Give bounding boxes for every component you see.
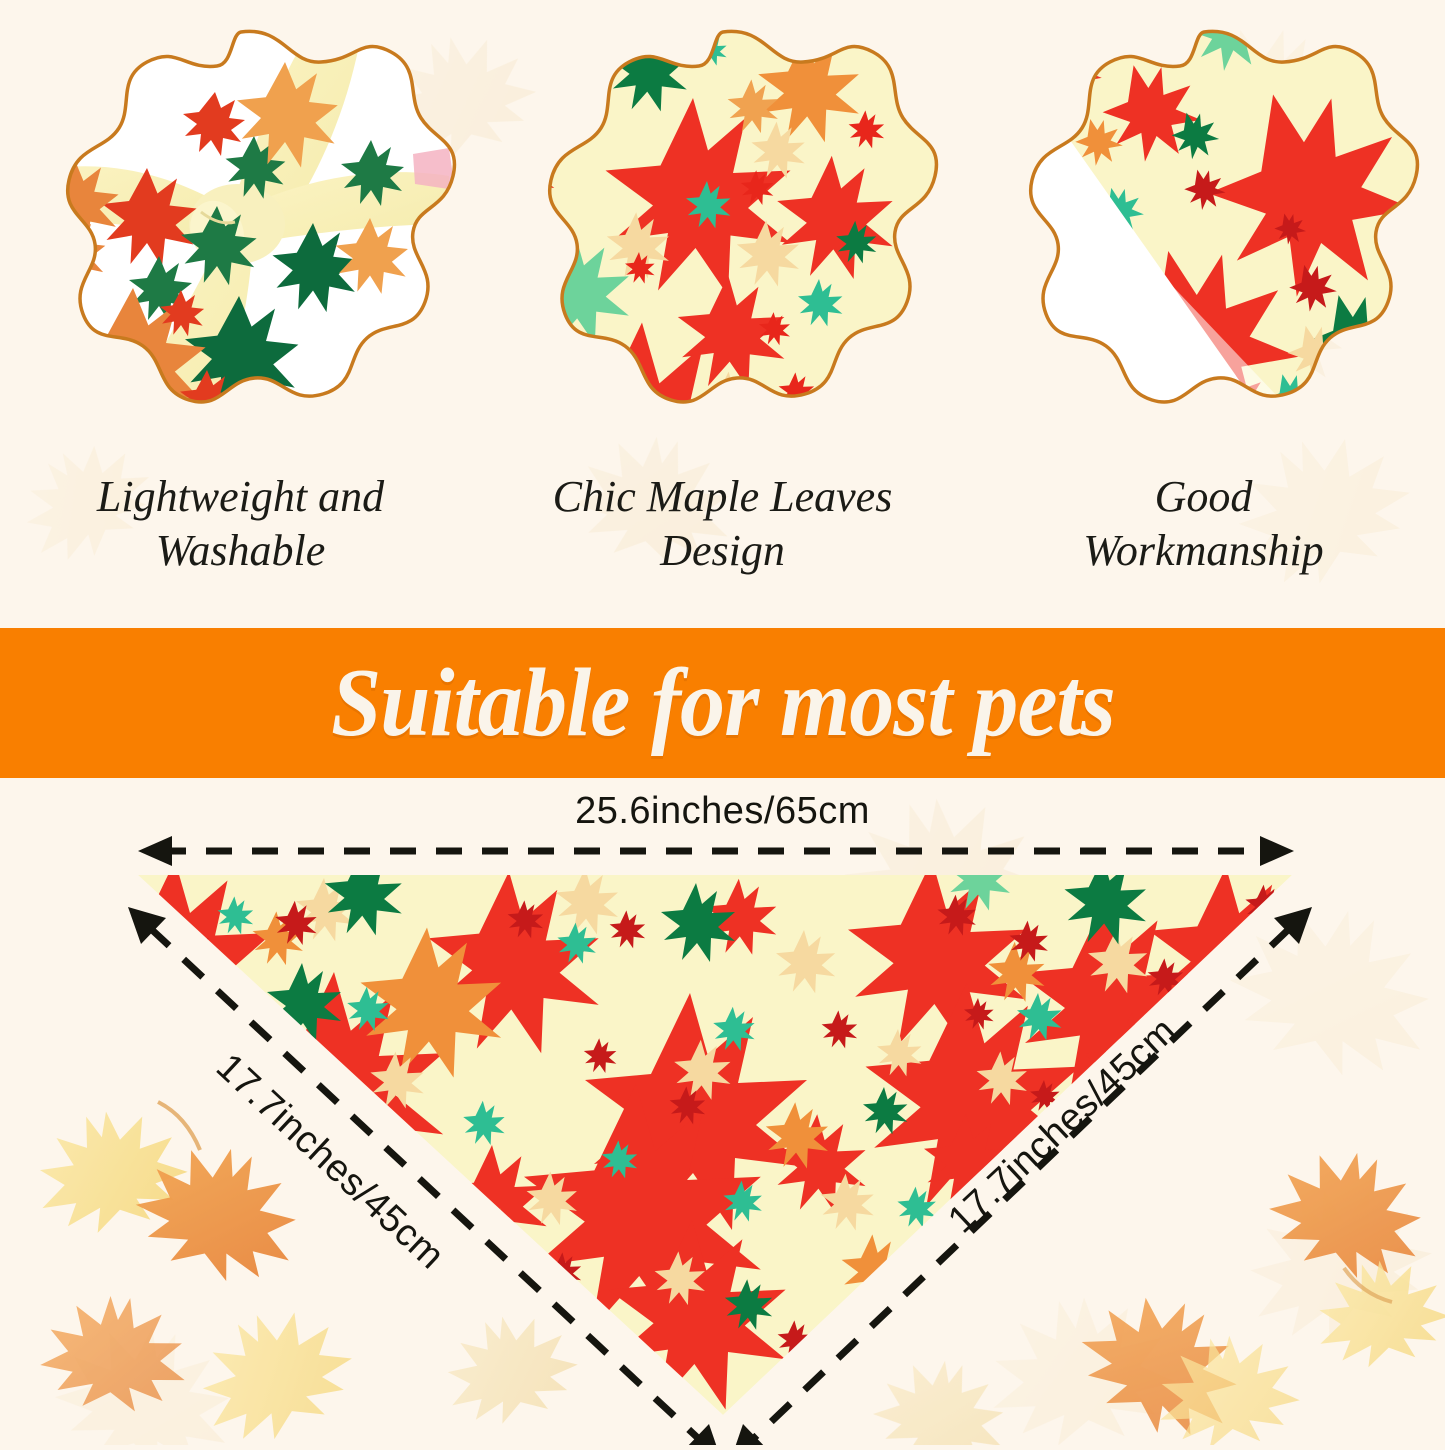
size-diagram: 25.6inches/65cm: [0, 778, 1445, 1450]
feature-card-1: Lightweight and Washable: [0, 0, 481, 628]
right-dimension-line: [749, 925, 1293, 1443]
bandana-triangle-svg: [128, 836, 1312, 1450]
dimension-label-top: 25.6inches/65cm: [575, 790, 870, 832]
feature-caption-3-line-2: Workmanship: [1083, 525, 1324, 575]
folded-bandana-corner-icon: [1028, 29, 1419, 404]
banner-title: Suitable for most pets: [330, 649, 1116, 757]
feature-caption-3: Good Workmanship: [963, 470, 1444, 577]
feature-caption-2-line-2: Design: [660, 525, 785, 575]
left-dimension-line: [147, 925, 703, 1443]
arrow-down-right-icon: [684, 1424, 718, 1450]
arrow-down-left-icon: [734, 1424, 768, 1450]
feature-caption-1: Lightweight and Washable: [0, 470, 481, 577]
feature-card-3: Good Workmanship: [963, 0, 1444, 628]
feature-row: Lightweight and Washable: [0, 0, 1445, 628]
maple-leaf-fabric-swatch-icon: [547, 29, 938, 404]
feature-card-2: Chic Maple Leaves Design: [482, 0, 963, 628]
suitable-banner: Suitable for most pets: [0, 628, 1445, 778]
arrow-up-left-icon: [128, 907, 166, 944]
arrow-left-icon: [138, 836, 172, 866]
arrow-up-right-icon: [1274, 907, 1312, 944]
arrow-right-icon: [1260, 836, 1294, 866]
feature-caption-3-line-1: Good: [1154, 472, 1253, 521]
knotted-bandana-photo-icon: [65, 29, 456, 404]
feature-caption-1-line-2: Washable: [155, 525, 326, 575]
feature-caption-2-line-1: Chic Maple Leaves: [552, 472, 893, 521]
feature-caption-2: Chic Maple Leaves Design: [482, 470, 963, 577]
feature-caption-1-line-1: Lightweight and: [96, 472, 385, 521]
